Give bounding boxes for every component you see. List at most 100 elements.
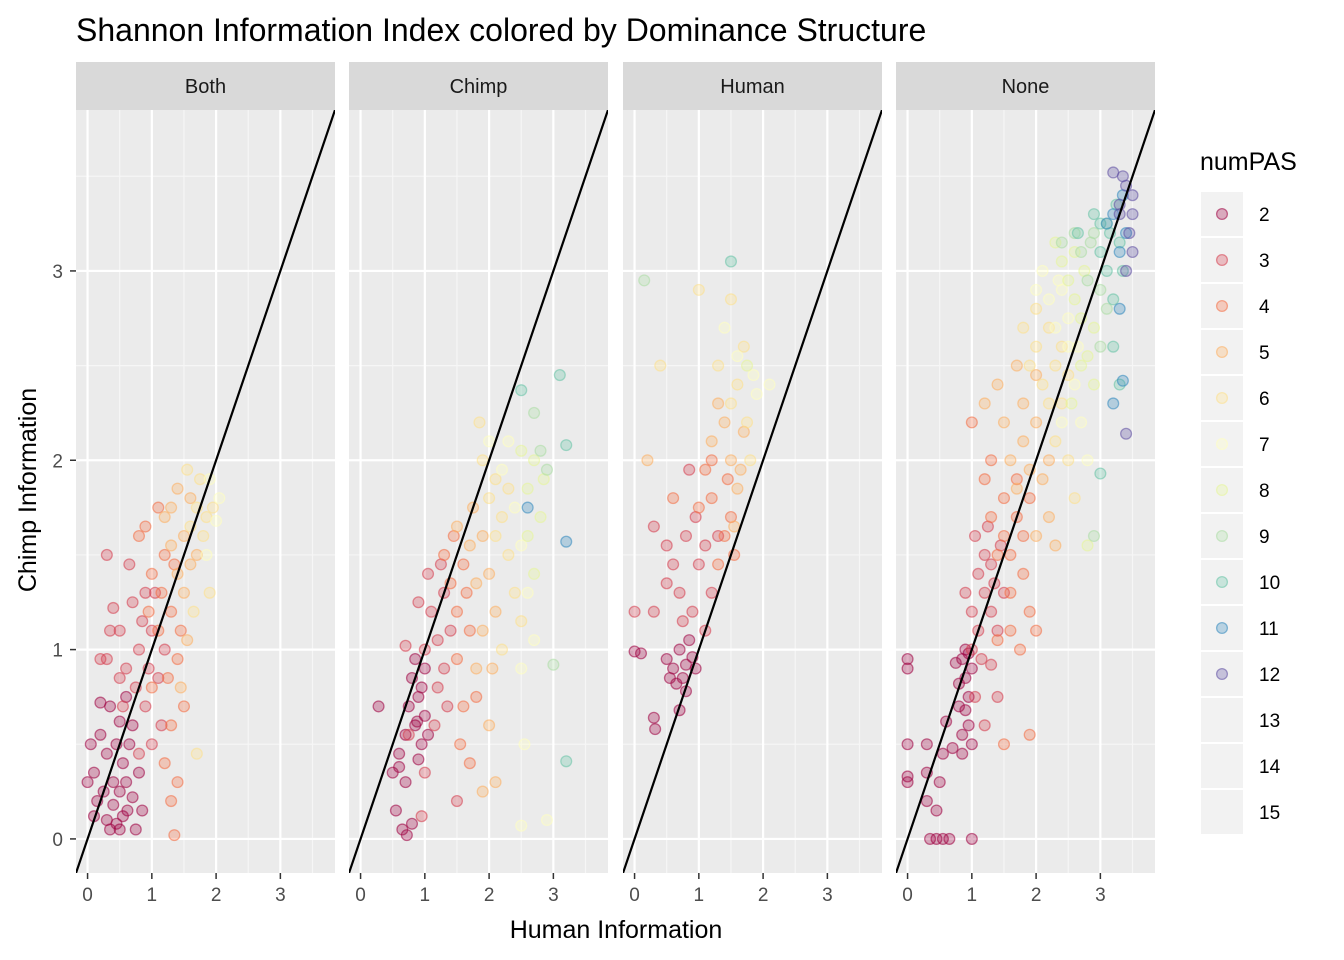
legend-label: 10 xyxy=(1259,573,1280,594)
data-point xyxy=(718,416,731,429)
data-point xyxy=(177,529,191,543)
data-point xyxy=(1081,539,1094,552)
data-point xyxy=(920,738,933,751)
data-point xyxy=(400,829,413,842)
data-point xyxy=(705,492,718,505)
data-point xyxy=(174,681,187,694)
x-axis-title: Human Information xyxy=(510,916,723,944)
data-point xyxy=(84,738,97,751)
data-point xyxy=(997,586,1011,599)
data-point xyxy=(956,728,969,741)
legend-key xyxy=(1201,606,1243,650)
legend-swatch xyxy=(1215,345,1229,359)
data-point xyxy=(132,643,146,656)
data-point xyxy=(1017,397,1030,410)
data-point xyxy=(139,520,152,533)
data-point xyxy=(463,539,476,552)
points xyxy=(372,369,573,842)
data-point xyxy=(110,817,123,830)
data-point xyxy=(203,586,216,599)
data-point xyxy=(638,274,651,287)
legend-key xyxy=(1201,698,1243,742)
data-point xyxy=(1023,605,1036,618)
data-point xyxy=(460,586,473,599)
data-point xyxy=(737,340,750,353)
data-point xyxy=(959,704,972,717)
data-point xyxy=(1126,189,1139,202)
data-point xyxy=(712,359,725,372)
data-point xyxy=(1036,473,1049,486)
data-point xyxy=(113,624,126,637)
legend-swatch xyxy=(1215,207,1229,221)
data-point xyxy=(972,567,985,580)
data-point xyxy=(949,656,962,669)
data-point xyxy=(1036,378,1049,391)
data-point xyxy=(946,741,959,755)
data-point xyxy=(1081,274,1094,287)
data-point xyxy=(560,755,573,768)
legend-key xyxy=(1201,468,1243,512)
legend-swatch xyxy=(1215,391,1229,405)
data-point xyxy=(399,639,412,652)
data-point xyxy=(1017,435,1030,448)
data-point xyxy=(132,766,146,779)
data-point xyxy=(991,548,1004,561)
data-point xyxy=(181,463,194,476)
data-point xyxy=(1094,467,1107,480)
legend-swatch xyxy=(1215,667,1229,681)
data-point xyxy=(502,548,515,561)
data-point xyxy=(1042,293,1056,306)
data-point xyxy=(210,514,223,527)
data-point xyxy=(100,653,113,666)
data-point xyxy=(508,586,521,599)
data-point xyxy=(418,662,431,675)
data-point xyxy=(1094,283,1107,296)
data-point xyxy=(470,662,483,675)
data-point xyxy=(1120,427,1133,440)
data-point xyxy=(1094,340,1107,353)
data-point xyxy=(415,810,428,823)
data-point xyxy=(1107,293,1120,306)
data-point xyxy=(528,454,541,467)
y-tick-label: 3 xyxy=(52,262,63,283)
data-point xyxy=(1049,539,1062,552)
data-point xyxy=(171,653,184,666)
data-point xyxy=(515,539,528,552)
data-point xyxy=(521,501,534,514)
data-point xyxy=(1075,416,1088,429)
data-point xyxy=(920,795,933,808)
facet-strip-label: None xyxy=(1002,76,1050,98)
legend-swatch xyxy=(1215,529,1229,543)
data-point xyxy=(930,832,943,845)
data-point xyxy=(1120,227,1133,240)
data-point xyxy=(978,397,991,410)
data-point xyxy=(489,605,502,618)
y-tick-label: 1 xyxy=(52,641,63,662)
x-tick-label: 0 xyxy=(355,885,366,906)
data-point xyxy=(1068,378,1081,391)
data-point xyxy=(158,643,171,656)
data-point xyxy=(1120,264,1133,277)
data-point xyxy=(968,529,982,543)
data-point xyxy=(528,567,541,580)
data-point xyxy=(107,776,120,789)
reference-line xyxy=(349,110,608,873)
data-point xyxy=(553,369,566,382)
data-point xyxy=(155,719,168,732)
data-point xyxy=(1068,227,1081,240)
data-point xyxy=(1075,359,1088,372)
data-point xyxy=(187,605,200,618)
x-tick-label: 2 xyxy=(1031,885,1042,906)
data-point xyxy=(718,529,731,543)
data-point xyxy=(415,738,428,751)
data-point xyxy=(399,776,412,789)
data-point xyxy=(968,690,982,703)
data-point xyxy=(386,766,399,779)
data-point xyxy=(1030,416,1043,429)
data-point xyxy=(521,529,534,543)
data-point xyxy=(1087,529,1100,543)
data-point xyxy=(470,577,483,590)
data-point xyxy=(1107,166,1120,179)
data-point xyxy=(158,511,171,524)
data-point xyxy=(483,567,496,580)
